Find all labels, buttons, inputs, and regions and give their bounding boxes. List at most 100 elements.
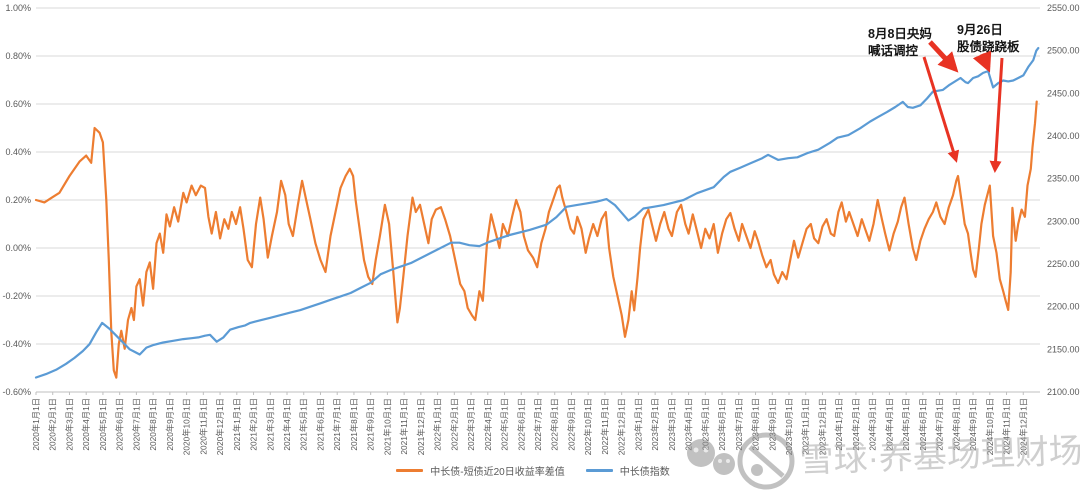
x-axis-tick-label: 2023年6月1日 [717,398,727,451]
x-axis-tick-label: 2020年4月1日 [81,398,91,451]
x-axis-tick-label: 2022年1月1日 [433,398,443,451]
x-axis-tick-label: 2022年3月1日 [466,398,476,451]
x-axis-tick-label: 2024年6月1日 [918,398,928,451]
series-line-1 [34,46,1040,379]
x-axis-tick-label: 2020年1月1日 [31,398,41,451]
right-axis-tick-label: 2200.00 [1047,302,1080,312]
x-axis-tick-label: 2023年10月1日 [784,398,794,455]
x-axis-tick-label: 2024年1月1日 [834,398,844,451]
x-axis-tick-label: 2022年8月1日 [550,398,560,451]
x-axis-tick-label: 2023年9月1日 [767,398,777,451]
annotation-arrow [989,57,1004,173]
annotation-arrow [922,56,960,163]
annotation-line: 8月8日央妈 [868,27,932,41]
x-axis-tick-label: 2021年10月1日 [382,398,392,455]
x-axis-tick-label: 2024年12月1日 [1018,398,1028,455]
watermark: 雪球·养基场理财场长 [687,431,1080,490]
x-axis-tick-label: 2023年11月1日 [801,398,811,455]
left-axis-tick-label: 0.80% [5,51,31,61]
x-axis-tick-label: 2024年9月1日 [968,398,978,451]
left-axis-tick-label: 0.20% [5,195,31,205]
x-axis-tick-label: 2021年3月1日 [265,398,275,451]
x-axis-tick-label: 2021年7月1日 [332,398,342,451]
right-axis-tick-label: 2100.00 [1047,387,1080,397]
x-axis-tick-label: 2023年5月1日 [700,398,710,451]
left-axis-tick-label: 0.00% [5,243,31,253]
left-axis-tick-label: -0.60% [2,387,31,397]
emoji-eye [703,447,709,453]
left-axis-tick-label: 0.40% [5,147,31,157]
legend-label-index: 中长债指数 [619,467,670,478]
emoji-eye [693,447,699,453]
emoji-eye [726,459,730,463]
x-axis-tick-label: 2021年1月1日 [232,398,242,451]
legend-label-spread: 中长债-短债近20日收益率差值 [430,467,565,478]
x-axis-tick-label: 2024年3月1日 [868,398,878,451]
x-axis-tick-label: 2021年5月1日 [299,398,309,451]
chart-legend: 中长债-短债近20日收益率差值 中长债指数 [0,463,1080,478]
x-axis-tick-label: 2021年6月1日 [315,398,325,451]
x-axis-tick-label: 2022年11月1日 [600,398,610,455]
emoji-face-icon [713,453,735,475]
right-axis-labels: 2550.00 2500.00 2450.00 2400.00 2350.00 2300.… [1047,3,1080,397]
annotation-arrow [972,50,992,73]
x-axis-tick-label: 2021年4月1日 [282,398,292,451]
x-axis-tick-label: 2020年11月1日 [198,398,208,455]
annotation-arrow [928,40,959,73]
x-axis-tick-label: 2020年12月1日 [215,398,225,455]
x-axis-tick-label: 2020年7月1日 [131,398,141,451]
emoji-eye [718,459,722,463]
x-axis-tick-label: 2022年10月1日 [583,398,593,455]
x-axis-tick-label: 2022年2月1日 [449,398,459,451]
x-axis-tick-label: 2020年9月1日 [165,398,175,451]
x-axis-tick-label: 2022年6月1日 [516,398,526,451]
x-axis-tick-label: 2023年12月1日 [817,398,827,455]
x-axis-tick-label: 2022年4月1日 [483,398,493,451]
x-axis-tick-label: 2020年5月1日 [98,398,108,451]
x-axis-labels: 2020年1月1日 2020年2月1日 2020年3月1日 2020年4月1日 2020… [31,392,1028,455]
x-axis-tick-label: 2020年8月1日 [148,398,158,451]
xueqiu-snowball-logo [737,432,795,490]
x-axis-tick-label: 2021年8月1日 [349,398,359,451]
right-axis-tick-label: 2500.00 [1047,46,1080,56]
x-axis-tick-label: 2022年9月1日 [566,398,576,451]
x-axis-tick-label: 2022年5月1日 [500,398,510,451]
right-axis-tick-label: 2250.00 [1047,259,1080,269]
right-axis-tick-label: 2300.00 [1047,216,1080,226]
x-axis-tick-label: 2021年9月1日 [366,398,376,451]
left-axis-tick-label: 1.00% [5,3,31,13]
x-axis-tick-label: 2024年4月1日 [884,398,894,451]
x-axis-tick-label: 2021年12月1日 [416,398,426,455]
annotation-sep26: 9月26日 股债跷跷板 [957,22,1020,56]
left-axis-tick-label: -0.20% [2,291,31,301]
x-axis-tick-label: 2024年11月1日 [1002,398,1012,455]
legend-swatch-index [585,469,613,472]
x-axis-tick-label: 2023年4月1日 [684,398,694,451]
x-axis-tick-label: 2024年7月1日 [935,398,945,451]
x-axis-tick-label: 2020年6月1日 [115,398,125,451]
annotation-line: 9月26日 [957,23,1003,37]
annotation-line: 股债跷跷板 [957,40,1020,54]
x-axis-tick-label: 2023年8月1日 [751,398,761,451]
emoji-face-icon [687,439,715,467]
x-axis-tick-label: 2020年2月1日 [48,398,58,451]
right-axis-tick-label: 2450.00 [1047,88,1080,98]
annotation-arrows [922,40,1004,173]
annotation-aug8: 8月8日央妈 喊话调控 [868,26,932,60]
right-axis-tick-label: 2350.00 [1047,174,1080,184]
x-axis-tick-label: 2022年12月1日 [617,398,627,455]
x-axis-tick-label: 2024年10月1日 [985,398,995,455]
data-series [34,46,1040,379]
x-axis-tick-label: 2023年3月1日 [667,398,677,451]
x-axis-tick-label: 2021年2月1日 [249,398,259,451]
x-axis-tick-label: 2020年10月1日 [182,398,192,455]
right-axis-tick-label: 2400.00 [1047,131,1080,141]
right-axis-tick-label: 2150.00 [1047,344,1080,354]
annotation-line: 喊话调控 [868,44,919,58]
x-axis-tick-label: 2023年2月1日 [650,398,660,451]
x-axis-tick-label: 2023年7月1日 [734,398,744,451]
left-axis-labels: 1.00% 0.80% 0.60% 0.40% 0.20% 0.00% -0.20% -0.4… [2,3,31,397]
legend-swatch-spread [396,469,424,472]
